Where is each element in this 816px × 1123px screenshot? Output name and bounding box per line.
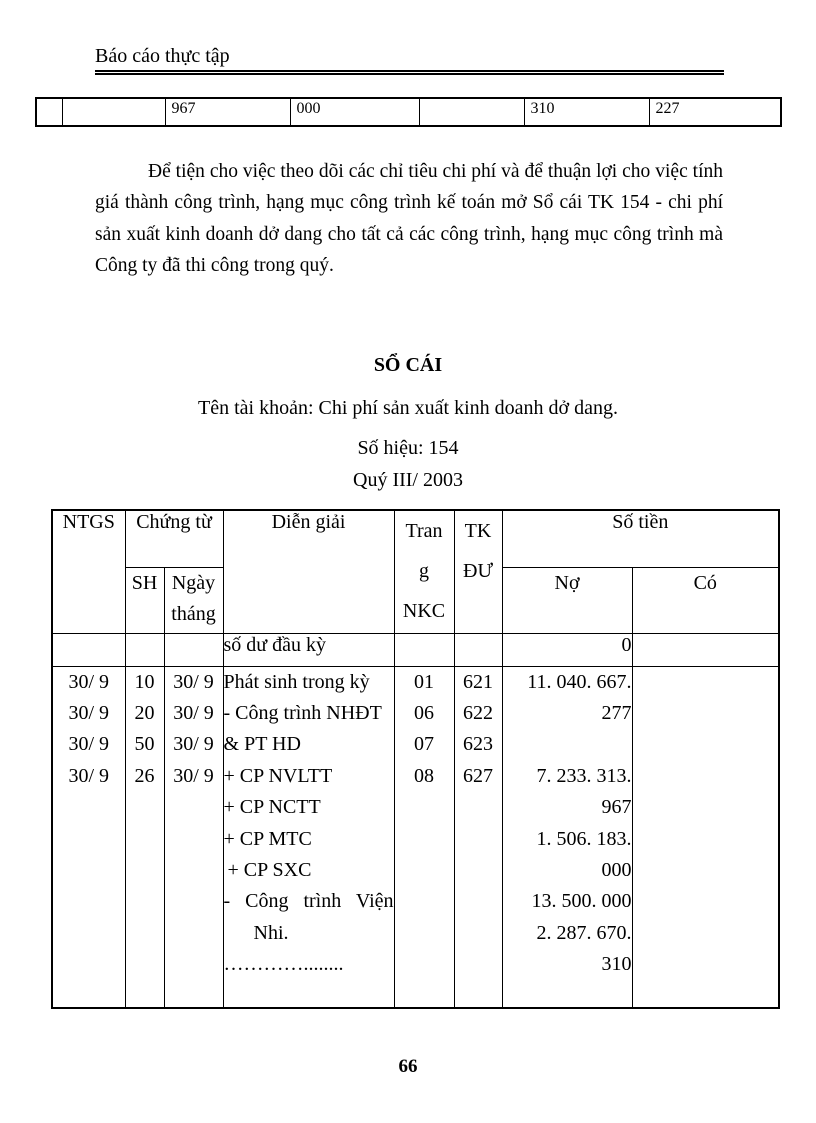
dien-giai-line: - Công trình NHĐT: [223, 701, 382, 724]
header-tk-du: TK ĐƯ: [453, 509, 503, 634]
carryover-cell-6: 227: [648, 97, 782, 127]
body-ngay-thang: 30/ 9 30/ 9 30/ 9 30/ 9: [163, 665, 224, 1009]
ledger-number-line: Số hiệu: 154: [357, 437, 459, 459]
dien-giai-line: + CP NCTT: [223, 796, 321, 819]
header-co: Có: [631, 566, 780, 634]
opening-label: số dư đầu kỳ: [222, 632, 395, 667]
dien-giai-line: + CP NVLTT: [223, 764, 333, 787]
carryover-cell-0: [35, 97, 63, 127]
ledger-quarter-line: Quý III/ 2003: [353, 469, 463, 491]
dien-giai-line: + CP SXC: [227, 858, 312, 881]
header-so-tien: Số tiền: [501, 509, 780, 568]
opening-balance-row: số dư đầu kỳ 0: [51, 632, 780, 667]
carryover-cell-4: [418, 97, 525, 127]
intro-paragraph: Để tiện cho việc theo dõi các chỉ tiêu c…: [95, 161, 723, 277]
dien-giai-line: - Công trình Viện: [223, 890, 394, 913]
body-tk-du: 621 622 623 627: [453, 665, 503, 1009]
body-trang-nkc: 01 06 07 08: [393, 665, 455, 1009]
ledger-account-line: Tên tài khoản: Chi phí sản xuất kinh doa…: [198, 397, 618, 419]
dien-giai-line: + CP MTC: [223, 827, 312, 850]
opening-co-value: [631, 632, 780, 667]
body-dien-giai: Phát sinh trong kỳ - Công trình NHĐT & P…: [222, 665, 395, 1009]
carryover-cell-3: 000: [289, 97, 420, 127]
ledger-table: NTGS Chứng từ Diễn giải Tran g NKC TK ĐƯ…: [51, 509, 781, 1009]
carryover-row: 967 000 310 227: [35, 97, 782, 127]
opening-tk: [453, 632, 503, 667]
opening-no-value: 0: [501, 632, 633, 667]
header-no: Nợ: [501, 566, 633, 634]
body-ntgs: 30/ 9 30/ 9 30/ 9 30/ 9: [51, 665, 126, 1009]
page-number: 66: [398, 1056, 418, 1077]
opening-ngay: [163, 632, 224, 667]
opening-ntgs: [51, 632, 126, 667]
ledger-title: SỔ CÁI: [373, 354, 443, 376]
carryover-cell-5: 310: [523, 97, 650, 127]
header-dien-giai: Diễn giải: [222, 509, 395, 634]
body-no-amounts: 11. 040. 667. 277 7. 233. 313. 967 1. 50…: [501, 665, 633, 1009]
header-trang-nkc: Tran g NKC: [393, 509, 455, 634]
body-co-amounts: [631, 665, 780, 1009]
ledger-body-row: 30/ 9 30/ 9 30/ 9 30/ 9 10 20 50 26 30/ …: [51, 665, 780, 1009]
opening-sh: [124, 632, 165, 667]
header-chung-tu: Chứng từ: [124, 509, 224, 568]
running-head-text: Báo cáo thực tập: [95, 45, 230, 67]
opening-trang: [393, 632, 455, 667]
running-head: Báo cáo thực tập: [95, 44, 724, 75]
carryover-cell-2: 967: [164, 97, 291, 127]
ledger-header-row-2: SH Ngày tháng Nợ Có: [52, 566, 780, 634]
dien-giai-line: Phát sinh trong kỳ: [223, 670, 370, 693]
body-sh: 10 20 50 26: [124, 665, 165, 1009]
header-ntgs: NTGS: [51, 509, 126, 634]
dien-giai-line: Nhi.: [253, 921, 289, 944]
carryover-cell-1: [61, 97, 166, 127]
ledger-header-row-1: NTGS Chứng từ Diễn giải Tran g NKC TK ĐƯ…: [51, 509, 780, 634]
header-ngay-thang: Ngày tháng: [163, 566, 224, 634]
dien-giai-line: & PT HD: [223, 733, 301, 756]
dien-giai-dotted-line: …………........: [223, 953, 344, 976]
header-sh: SH: [124, 566, 165, 634]
carryover-table: 967 000 310 227: [35, 97, 782, 127]
